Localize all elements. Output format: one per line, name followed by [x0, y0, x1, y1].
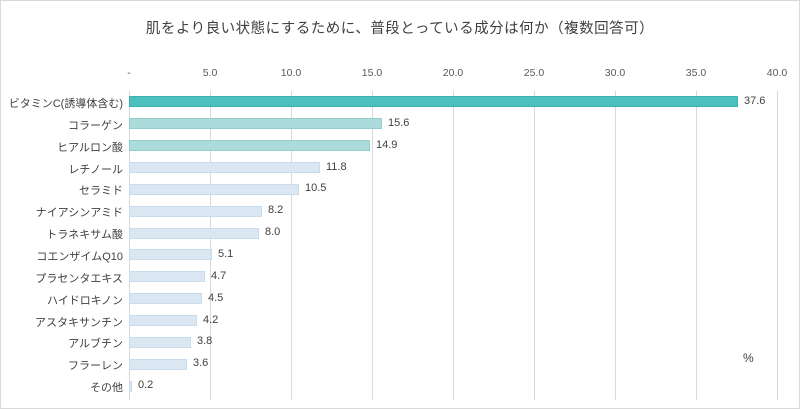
- bar: [129, 249, 212, 260]
- category-label: フラーレン: [68, 360, 123, 372]
- value-label: 4.7: [211, 270, 227, 282]
- bar: [129, 271, 205, 282]
- value-label: 3.8: [197, 335, 213, 347]
- gridline: [534, 91, 535, 400]
- value-label: 37.6: [744, 95, 766, 107]
- bar: [129, 206, 262, 217]
- bar: [129, 228, 259, 239]
- x-tick-label: 10.0: [280, 67, 302, 79]
- category-label: ハイドロキノン: [46, 295, 123, 307]
- value-label: 0.2: [138, 379, 154, 391]
- category-label: セラミド: [79, 185, 123, 197]
- value-label: 8.2: [268, 204, 284, 216]
- bar: [129, 96, 738, 107]
- bar: [129, 140, 370, 151]
- value-label: 8.0: [265, 226, 281, 238]
- category-label: トラネキサム酸: [46, 229, 123, 241]
- bar: [129, 381, 132, 392]
- category-label: アルブチン: [68, 338, 123, 350]
- x-tick-label: 35.0: [685, 67, 707, 79]
- gridline: [291, 91, 292, 400]
- x-tick-label: -: [127, 67, 131, 79]
- chart-title: 肌をより良い状態にするために、普段とっている成分は何か（複数回答可）: [145, 21, 655, 37]
- unit-label: %: [743, 351, 754, 365]
- bar: [129, 184, 299, 195]
- value-label: 10.5: [305, 182, 327, 194]
- x-tick-label: 15.0: [361, 67, 383, 79]
- value-label: 11.8: [326, 161, 347, 173]
- bar: [129, 337, 191, 348]
- bar: [129, 162, 320, 173]
- gridline: [777, 91, 778, 400]
- x-tick-label: 40.0: [766, 67, 788, 79]
- gridline: [696, 91, 697, 400]
- category-label: ビタミンC(誘導体含む): [8, 98, 123, 110]
- category-label: ヒアルロン酸: [57, 142, 123, 154]
- bar: [129, 315, 197, 326]
- bar: [129, 118, 382, 129]
- x-tick-label: 30.0: [604, 67, 626, 79]
- value-label: 15.6: [388, 117, 410, 129]
- gridline: [615, 91, 616, 400]
- gridline: [129, 91, 130, 400]
- x-tick-label: 20.0: [442, 67, 464, 79]
- category-label: プラセンタエキス: [35, 273, 123, 285]
- category-label: アスタキサンチン: [35, 317, 123, 329]
- category-label: コエンザイムQ10: [36, 251, 123, 263]
- x-tick-label: 25.0: [523, 67, 545, 79]
- value-label: 5.1: [218, 248, 234, 260]
- gridline: [210, 91, 211, 400]
- category-label: その他: [90, 382, 123, 394]
- category-label: コラーゲン: [68, 120, 123, 132]
- value-label: 3.6: [193, 357, 209, 369]
- value-label: 4.2: [203, 314, 219, 326]
- bar: [129, 359, 187, 370]
- value-label: 14.9: [376, 139, 398, 151]
- x-tick-label: 5.0: [202, 67, 218, 79]
- value-label: 4.5: [208, 292, 224, 304]
- category-label: レチノール: [68, 164, 123, 176]
- category-label: ナイアシンアミド: [35, 207, 123, 219]
- bar: [129, 293, 202, 304]
- gridline: [372, 91, 373, 400]
- gridline: [453, 91, 454, 400]
